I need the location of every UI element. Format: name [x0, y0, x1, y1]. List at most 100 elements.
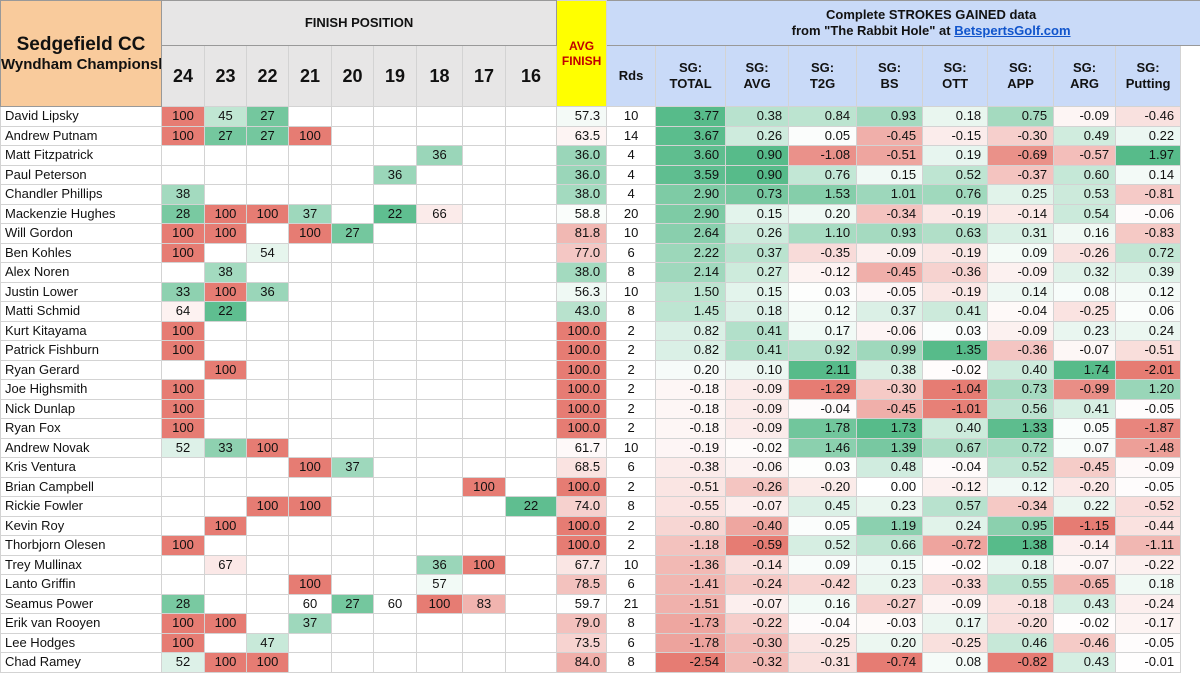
finish-cell	[463, 224, 506, 244]
finish-col-16: 16	[506, 46, 557, 107]
sg-cell: -0.40	[726, 516, 789, 536]
sg-cell: -0.72	[923, 536, 988, 556]
finish-cell	[289, 380, 332, 400]
finish-cell: 100	[162, 399, 205, 419]
sg-cell: -0.15	[923, 126, 988, 146]
sg-cell: -0.46	[1054, 633, 1116, 653]
rounds-cell: 10	[607, 224, 656, 244]
sg-col-putting: SG:Putting	[1116, 46, 1181, 107]
sg-col-total: SG:TOTAL	[656, 46, 726, 107]
finish-cell	[463, 263, 506, 283]
sg-cell: 0.45	[789, 497, 857, 517]
finish-cell	[374, 555, 417, 575]
finish-cell: 100	[162, 243, 205, 263]
course-title: Sedgefield CC	[1, 34, 161, 56]
finish-cell	[417, 185, 463, 205]
finish-cell	[506, 575, 557, 595]
sg-cell: -1.87	[1116, 419, 1181, 439]
sg-cell: 0.90	[726, 165, 789, 185]
sg-header-line1: Complete STROKES GAINED data	[826, 7, 1036, 22]
sg-cell: 0.23	[857, 575, 923, 595]
finish-cell	[374, 458, 417, 478]
sg-cell: -0.30	[726, 633, 789, 653]
rounds-cell: 6	[607, 458, 656, 478]
rounds-cell: 8	[607, 302, 656, 322]
sg-cell: -0.35	[789, 243, 857, 263]
event-title: Wyndham Championship	[1, 56, 161, 73]
finish-cell	[417, 302, 463, 322]
sg-cell: 1.19	[857, 516, 923, 536]
finish-cell: 100	[205, 224, 247, 244]
finish-cell	[374, 419, 417, 439]
finish-cell	[417, 536, 463, 556]
finish-cell	[289, 399, 332, 419]
finish-cell	[332, 107, 374, 127]
finish-position-header: FINISH POSITION	[162, 1, 557, 46]
finish-cell	[374, 146, 417, 166]
sg-cell: 0.48	[857, 458, 923, 478]
finish-cell	[506, 204, 557, 224]
rounds-cell: 2	[607, 399, 656, 419]
finish-cell: 27	[332, 224, 374, 244]
finish-cell: 100	[289, 458, 332, 478]
player-name: Kurt Kitayama	[1, 321, 162, 341]
avg-finish-cell: 100.0	[557, 341, 607, 361]
finish-cell: 36	[417, 555, 463, 575]
finish-cell	[374, 243, 417, 263]
betsperts-link[interactable]: BetspertsGolf.com	[954, 23, 1070, 38]
sg-cell: 0.49	[1054, 126, 1116, 146]
finish-cell	[247, 516, 289, 536]
finish-cell: 38	[205, 263, 247, 283]
player-name: Brian Campbell	[1, 477, 162, 497]
avg-finish-cell: 59.7	[557, 594, 607, 614]
sg-cell: -0.34	[988, 497, 1054, 517]
sg-cell: -2.01	[1116, 360, 1181, 380]
sg-cell: 0.08	[923, 653, 988, 673]
finish-cell: 45	[205, 107, 247, 127]
player-name: Erik van Rooyen	[1, 614, 162, 634]
finish-cell	[417, 380, 463, 400]
finish-cell	[332, 555, 374, 575]
finish-cell: 38	[162, 185, 205, 205]
finish-col-22: 22	[247, 46, 289, 107]
sg-cell: -1.18	[656, 536, 726, 556]
finish-cell	[205, 146, 247, 166]
finish-cell: 27	[205, 126, 247, 146]
sg-cell: 1.10	[789, 224, 857, 244]
avg-finish-cell: 77.0	[557, 243, 607, 263]
sg-cell: -0.44	[1116, 516, 1181, 536]
finish-cell	[332, 380, 374, 400]
finish-cell	[506, 224, 557, 244]
player-name: Paul Peterson	[1, 165, 162, 185]
finish-cell	[374, 516, 417, 536]
sg-cell: 0.73	[988, 380, 1054, 400]
finish-cell	[506, 243, 557, 263]
sg-cell: -0.19	[923, 282, 988, 302]
player-name: Thorbjorn Olesen	[1, 536, 162, 556]
finish-cell	[463, 458, 506, 478]
finish-cell	[506, 614, 557, 634]
finish-cell: 36	[417, 146, 463, 166]
avg-finish-cell: 84.0	[557, 653, 607, 673]
sg-cell: 0.12	[1116, 282, 1181, 302]
sg-cell: -0.04	[789, 399, 857, 419]
sg-cell: 0.15	[857, 165, 923, 185]
finish-cell	[162, 555, 205, 575]
finish-cell	[247, 321, 289, 341]
sg-cell: 0.20	[857, 633, 923, 653]
finish-cell	[417, 653, 463, 673]
rounds-cell: 8	[607, 263, 656, 283]
sg-cell: 0.72	[988, 438, 1054, 458]
sg-cell: -0.74	[857, 653, 923, 673]
sg-cell: -0.09	[988, 321, 1054, 341]
finish-cell: 100	[205, 282, 247, 302]
finish-cell	[205, 380, 247, 400]
finish-cell	[205, 497, 247, 517]
sg-cell: 0.18	[726, 302, 789, 322]
sg-cell: 0.95	[988, 516, 1054, 536]
finish-cell: 37	[332, 458, 374, 478]
player-name: David Lipsky	[1, 107, 162, 127]
